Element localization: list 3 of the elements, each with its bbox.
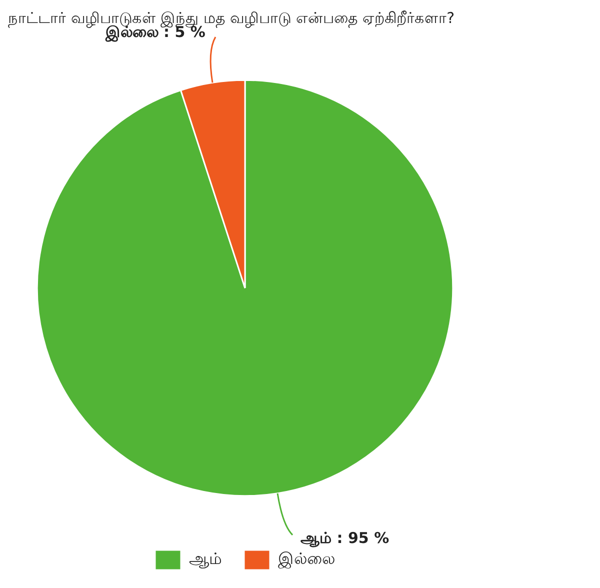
data-label: ஆம் : 95 % (300, 528, 390, 547)
legend-label: ஆம் (189, 549, 222, 568)
legend-label: இல்லை (278, 549, 335, 570)
